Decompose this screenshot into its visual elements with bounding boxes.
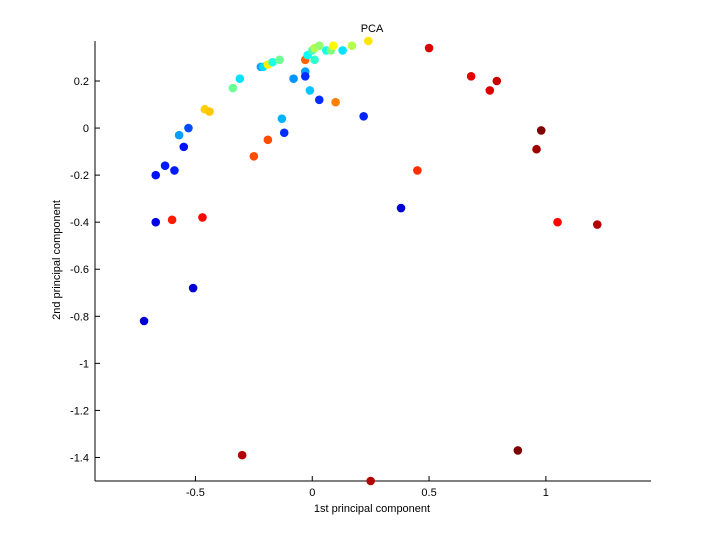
x-tick-label: 1 (543, 487, 549, 499)
y-tick-label: 0.2 (74, 76, 89, 88)
scatter-point (485, 86, 495, 95)
axes: -0.5 0 0.5 1 0.2 0 -0.2 -0.4 -0.6 -0.8 -1 -1.2 -1.4 (70, 41, 651, 499)
scatter-point (328, 41, 338, 51)
scatter-point (305, 86, 315, 95)
scatter-point (553, 217, 562, 227)
scatter-point (536, 126, 546, 135)
scatter-point (300, 71, 310, 81)
scatter-point (237, 450, 247, 460)
scatter-point (359, 111, 368, 121)
x-tick-label: -0.5 (186, 487, 205, 499)
y-tick-label: -0.4 (70, 217, 89, 229)
scatter-point (198, 213, 207, 222)
scatter-point (592, 220, 602, 229)
x-axis-label: 1st principal component (314, 503, 430, 515)
y-tick-label: 0 (83, 123, 89, 135)
scatter-point (263, 135, 273, 145)
scatter-point (314, 95, 324, 105)
scatter-point (268, 57, 277, 67)
scatter-point (338, 46, 347, 55)
scatter-point (184, 123, 193, 133)
scatter-point (513, 446, 523, 455)
scatter-point (347, 41, 357, 51)
scatter-point (466, 71, 476, 81)
scatter-point (314, 41, 324, 51)
y-tick-label: -0.2 (70, 170, 89, 182)
scatter-point (424, 43, 434, 53)
scatter-point (174, 130, 184, 140)
scatter-point (205, 107, 214, 116)
scatter-point (366, 476, 375, 486)
y-tick-label: -1 (79, 358, 89, 370)
scatter-point (331, 97, 340, 107)
scatter-point (228, 83, 238, 93)
scatter-point (188, 283, 198, 293)
scatter-point (413, 166, 422, 175)
scatter-point (492, 76, 502, 86)
scatter-point (160, 161, 170, 171)
y-tick-label: -1.4 (70, 452, 89, 464)
scatter-point (179, 142, 189, 152)
y-tick-label: -1.2 (70, 405, 89, 417)
scatter-points (139, 36, 602, 486)
y-tick-label: -0.6 (70, 264, 89, 276)
scatter-point (279, 128, 289, 138)
scatter-point (289, 74, 298, 83)
x-tick-label: 0 (309, 487, 315, 499)
y-tick-label: -0.8 (70, 311, 89, 323)
scatter-point (249, 151, 259, 161)
scatter-point (235, 74, 245, 83)
scatter-point (151, 217, 161, 227)
scatter-point (532, 144, 541, 154)
scatter-point (364, 36, 373, 46)
scatter-point (170, 166, 179, 175)
scatter-point (396, 203, 406, 213)
chart-title: PCA (361, 23, 384, 35)
scatter-point (151, 170, 161, 180)
scatter-point (167, 215, 177, 225)
x-tick-label: 0.5 (421, 487, 436, 499)
scatter-point (275, 55, 284, 65)
scatter-point (310, 55, 319, 65)
y-axis-label: 2nd principal component (51, 200, 63, 320)
scatter-point (139, 316, 149, 326)
scatter-point (277, 114, 287, 123)
